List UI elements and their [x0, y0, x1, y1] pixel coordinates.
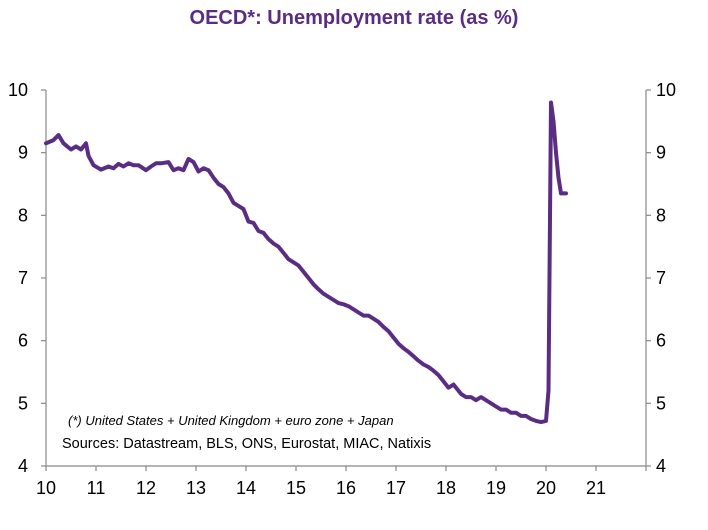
x-tick-label: 11 [87, 478, 106, 498]
x-ticks: 10 11 12 13 14 15 16 17 18 19 20 21 [36, 466, 647, 498]
x-tick-label: 16 [336, 478, 356, 498]
source-note: Sources: Datastream, BLS, ONS, Eurostat,… [62, 436, 431, 452]
y-tick-left-label: 7 [18, 268, 28, 288]
chart-title: OECD*: Unemployment rate (as %) [190, 7, 519, 29]
y-tick-right-label: 10 [656, 80, 676, 100]
y-tick-right-label: 9 [656, 143, 666, 163]
y-ticks-right: 4 5 6 7 8 9 10 [646, 80, 676, 476]
x-tick-label: 14 [236, 478, 256, 498]
x-tick-label: 12 [136, 478, 156, 498]
y-tick-left-label: 8 [18, 205, 28, 225]
y-tick-right-label: 7 [656, 268, 666, 288]
x-tick-label: 19 [486, 478, 506, 498]
y-tick-left-label: 10 [8, 80, 28, 100]
x-tick-label: 15 [286, 478, 306, 498]
y-tick-left-label: 9 [18, 143, 28, 163]
y-tick-left-label: 4 [18, 456, 28, 476]
y-tick-right-label: 4 [656, 456, 666, 476]
y-tick-right-label: 5 [656, 393, 666, 413]
y-ticks-left: 4 5 6 7 8 9 10 [8, 80, 46, 476]
unemployment-rate-series-line [44, 100, 568, 425]
x-tick-label: 17 [386, 478, 406, 498]
x-tick-label: 18 [436, 478, 456, 498]
y-tick-left-label: 5 [18, 393, 28, 413]
x-tick-label: 13 [186, 478, 206, 498]
footnote: (*) United States + United Kingdom + eur… [68, 413, 394, 428]
y-tick-right-label: 6 [656, 331, 666, 351]
x-tick-label: 20 [536, 478, 556, 498]
x-tick-label: 21 [586, 478, 606, 498]
y-tick-right-label: 8 [656, 205, 666, 225]
y-tick-left-label: 6 [18, 331, 28, 351]
x-tick-label: 10 [36, 478, 56, 498]
